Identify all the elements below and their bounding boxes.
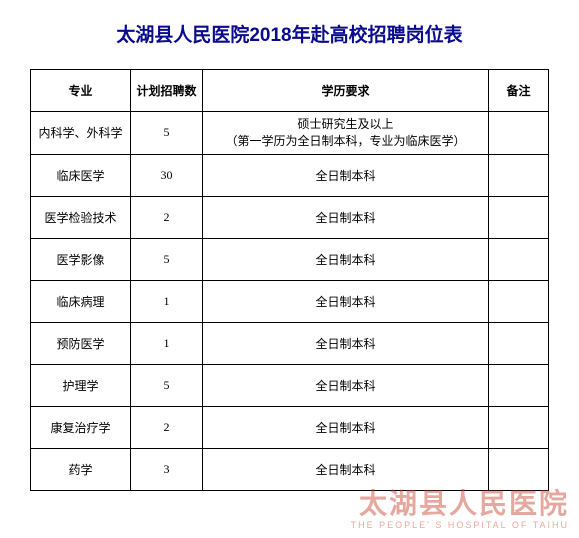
cell-edu: 全日制本科 bbox=[203, 154, 489, 196]
cell-major: 医学检验技术 bbox=[31, 196, 131, 238]
cell-count: 1 bbox=[131, 322, 203, 364]
cell-edu: 硕士研究生及以上（第一学历为全日制本科，专业为临床医学） bbox=[203, 112, 489, 155]
cell-note bbox=[489, 364, 549, 406]
col-major: 专业 bbox=[31, 70, 131, 112]
cell-major: 康复治疗学 bbox=[31, 406, 131, 448]
cell-count: 2 bbox=[131, 196, 203, 238]
cell-major: 临床病理 bbox=[31, 280, 131, 322]
table-row: 预防医学 1 全日制本科 bbox=[31, 322, 549, 364]
cell-edu: 全日制本科 bbox=[203, 238, 489, 280]
col-edu: 学历要求 bbox=[203, 70, 489, 112]
table-row: 护理学 5 全日制本科 bbox=[31, 364, 549, 406]
document-container: 太湖县人民医院2018年赴高校招聘岗位表 专业 计划招聘数 学历要求 备注 内科… bbox=[0, 0, 579, 511]
table-row: 药学 3 全日制本科 bbox=[31, 448, 549, 490]
cell-note bbox=[489, 406, 549, 448]
table-row: 医学检验技术 2 全日制本科 bbox=[31, 196, 549, 238]
cell-major: 医学影像 bbox=[31, 238, 131, 280]
cell-edu: 全日制本科 bbox=[203, 196, 489, 238]
cell-note bbox=[489, 322, 549, 364]
table-row: 医学影像 5 全日制本科 bbox=[31, 238, 549, 280]
cell-count: 5 bbox=[131, 364, 203, 406]
col-count: 计划招聘数 bbox=[131, 70, 203, 112]
cell-count: 5 bbox=[131, 238, 203, 280]
cell-count: 1 bbox=[131, 280, 203, 322]
table-row: 临床医学 30 全日制本科 bbox=[31, 154, 549, 196]
col-note: 备注 bbox=[489, 70, 549, 112]
cell-major: 药学 bbox=[31, 448, 131, 490]
table-row: 康复治疗学 2 全日制本科 bbox=[31, 406, 549, 448]
cell-note bbox=[489, 154, 549, 196]
cell-note bbox=[489, 238, 549, 280]
cell-edu: 全日制本科 bbox=[203, 448, 489, 490]
table-body: 内科学、外科学 5 硕士研究生及以上（第一学历为全日制本科，专业为临床医学） 临… bbox=[31, 112, 549, 491]
table-row: 内科学、外科学 5 硕士研究生及以上（第一学历为全日制本科，专业为临床医学） bbox=[31, 112, 549, 155]
cell-major: 临床医学 bbox=[31, 154, 131, 196]
table-row: 临床病理 1 全日制本科 bbox=[31, 280, 549, 322]
cell-count: 3 bbox=[131, 448, 203, 490]
cell-note bbox=[489, 196, 549, 238]
watermark-en: THE PEOPLE' S HOSPITAL OF TAIHU bbox=[351, 520, 569, 530]
cell-edu: 全日制本科 bbox=[203, 364, 489, 406]
cell-edu: 全日制本科 bbox=[203, 406, 489, 448]
cell-edu: 全日制本科 bbox=[203, 322, 489, 364]
recruitment-table: 专业 计划招聘数 学历要求 备注 内科学、外科学 5 硕士研究生及以上（第一学历… bbox=[30, 69, 549, 491]
cell-major: 内科学、外科学 bbox=[31, 112, 131, 155]
cell-major: 预防医学 bbox=[31, 322, 131, 364]
cell-count: 2 bbox=[131, 406, 203, 448]
cell-note bbox=[489, 112, 549, 155]
document-title: 太湖县人民医院2018年赴高校招聘岗位表 bbox=[30, 20, 549, 47]
cell-edu: 全日制本科 bbox=[203, 280, 489, 322]
table-header-row: 专业 计划招聘数 学历要求 备注 bbox=[31, 70, 549, 112]
cell-note bbox=[489, 448, 549, 490]
cell-note bbox=[489, 280, 549, 322]
cell-count: 5 bbox=[131, 112, 203, 155]
cell-major: 护理学 bbox=[31, 364, 131, 406]
cell-count: 30 bbox=[131, 154, 203, 196]
